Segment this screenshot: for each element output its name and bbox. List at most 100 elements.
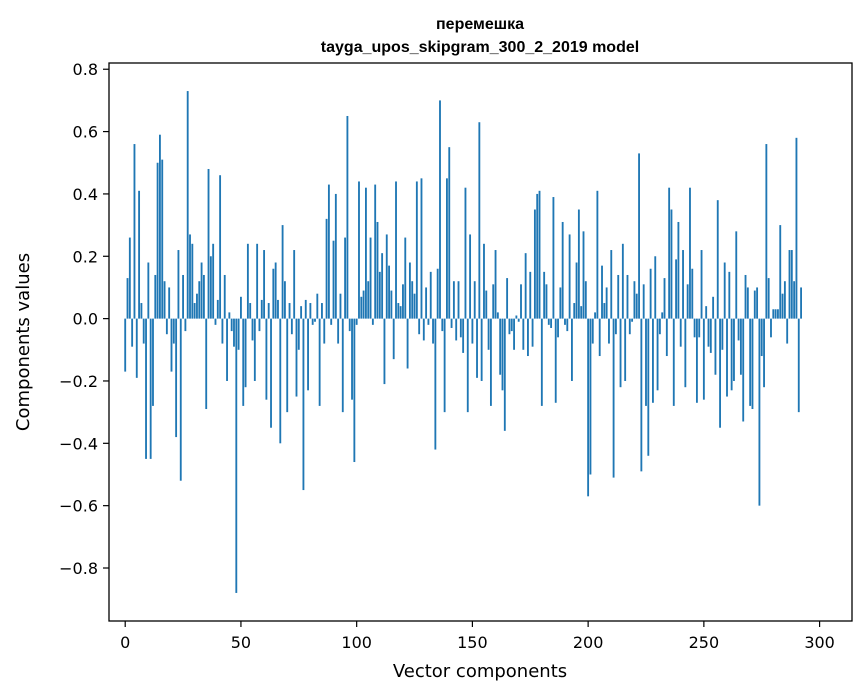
bar-237: [672, 318, 675, 406]
bar-190: [564, 318, 566, 325]
bar-52: [244, 318, 247, 388]
bar-107: [371, 318, 374, 325]
bar-215: [621, 243, 624, 319]
bar-20: [170, 318, 173, 372]
bar-60: [263, 250, 266, 319]
bar-47: [233, 318, 235, 347]
bar-257: [719, 318, 721, 428]
bar-229: [654, 256, 657, 319]
x-tick-label: 300: [804, 633, 835, 652]
bar-249: [700, 250, 703, 319]
bar-41: [219, 175, 222, 319]
bar-210: [610, 250, 613, 319]
bar-72: [290, 318, 293, 335]
bar-199: [584, 281, 587, 319]
bar-285: [783, 281, 786, 319]
bar-153: [478, 122, 481, 319]
bar-197: [580, 306, 583, 319]
bar-172: [522, 318, 525, 350]
bar-116: [392, 318, 395, 360]
bar-58: [258, 318, 261, 332]
bar-101: [358, 181, 360, 319]
bar-289: [793, 281, 796, 319]
bar-90: [332, 240, 335, 319]
bar-267: [742, 318, 745, 422]
bar-169: [515, 315, 518, 319]
bar-278: [767, 278, 770, 319]
bar-128: [420, 178, 423, 319]
bar-81: [311, 318, 314, 325]
bar-247: [695, 318, 698, 403]
bar-17: [163, 281, 166, 319]
bar-206: [601, 265, 603, 319]
bar-134: [434, 318, 437, 450]
bar-63: [270, 318, 272, 428]
bar-117: [395, 181, 397, 319]
x-tick-label: 50: [231, 633, 251, 652]
bar-253: [709, 318, 712, 353]
x-axis-label: Vector components: [393, 661, 567, 682]
bar-99: [353, 318, 356, 463]
bar-176: [531, 318, 534, 347]
bar-211: [612, 318, 615, 478]
bar-228: [652, 318, 654, 403]
bar-251: [705, 306, 708, 319]
bar-108: [374, 184, 377, 319]
bar-241: [682, 250, 684, 319]
bar-120: [402, 284, 404, 319]
bar-204: [596, 190, 599, 319]
bar-292: [800, 287, 802, 319]
bar-0: [124, 318, 127, 372]
bar-185: [552, 197, 555, 319]
bar-200: [587, 318, 590, 497]
y-tick-label: −0.4: [59, 434, 98, 453]
bar-59: [260, 299, 263, 319]
bar-233: [663, 278, 666, 319]
bar-205: [598, 318, 601, 357]
bar-24: [179, 318, 182, 481]
bar-7: [140, 303, 143, 319]
bar-125: [413, 293, 416, 319]
bar-198: [582, 231, 585, 319]
bar-220: [633, 281, 636, 319]
bar-151: [473, 281, 476, 319]
y-axis-label: Components values: [13, 253, 34, 431]
bar-186: [554, 318, 557, 403]
bar-35: [205, 318, 208, 410]
bar-83: [316, 293, 319, 319]
bar-131: [427, 318, 430, 325]
bar-242: [684, 318, 687, 388]
bar-269: [746, 287, 749, 319]
bar-141: [450, 318, 453, 328]
bar-239: [677, 221, 680, 319]
bar-6: [138, 190, 141, 319]
bar-279: [770, 318, 772, 338]
bar-161: [496, 312, 499, 319]
bar-147: [464, 187, 467, 319]
bar-71: [288, 303, 291, 319]
bar-100: [355, 318, 358, 325]
bar-264: [735, 231, 738, 319]
bar-150: [471, 318, 474, 344]
bar-203: [594, 312, 596, 319]
bar-271: [751, 318, 754, 410]
bar-5: [135, 318, 138, 378]
bar-37: [209, 256, 212, 319]
bar-42: [221, 318, 224, 344]
bar-94: [341, 318, 344, 413]
bar-61: [265, 318, 268, 400]
bar-270: [749, 318, 752, 406]
bar-187: [557, 318, 559, 338]
bar-165: [506, 278, 509, 319]
bar-255: [714, 318, 717, 375]
bar-23: [177, 250, 180, 319]
bar-207: [603, 303, 606, 319]
bar-110: [378, 271, 381, 319]
bar-79: [307, 318, 309, 391]
bar-53: [246, 243, 249, 319]
bar-8: [142, 318, 145, 344]
bar-181: [543, 271, 546, 319]
bar-290: [795, 137, 798, 319]
bar-88: [327, 184, 330, 319]
bar-80: [309, 303, 312, 319]
